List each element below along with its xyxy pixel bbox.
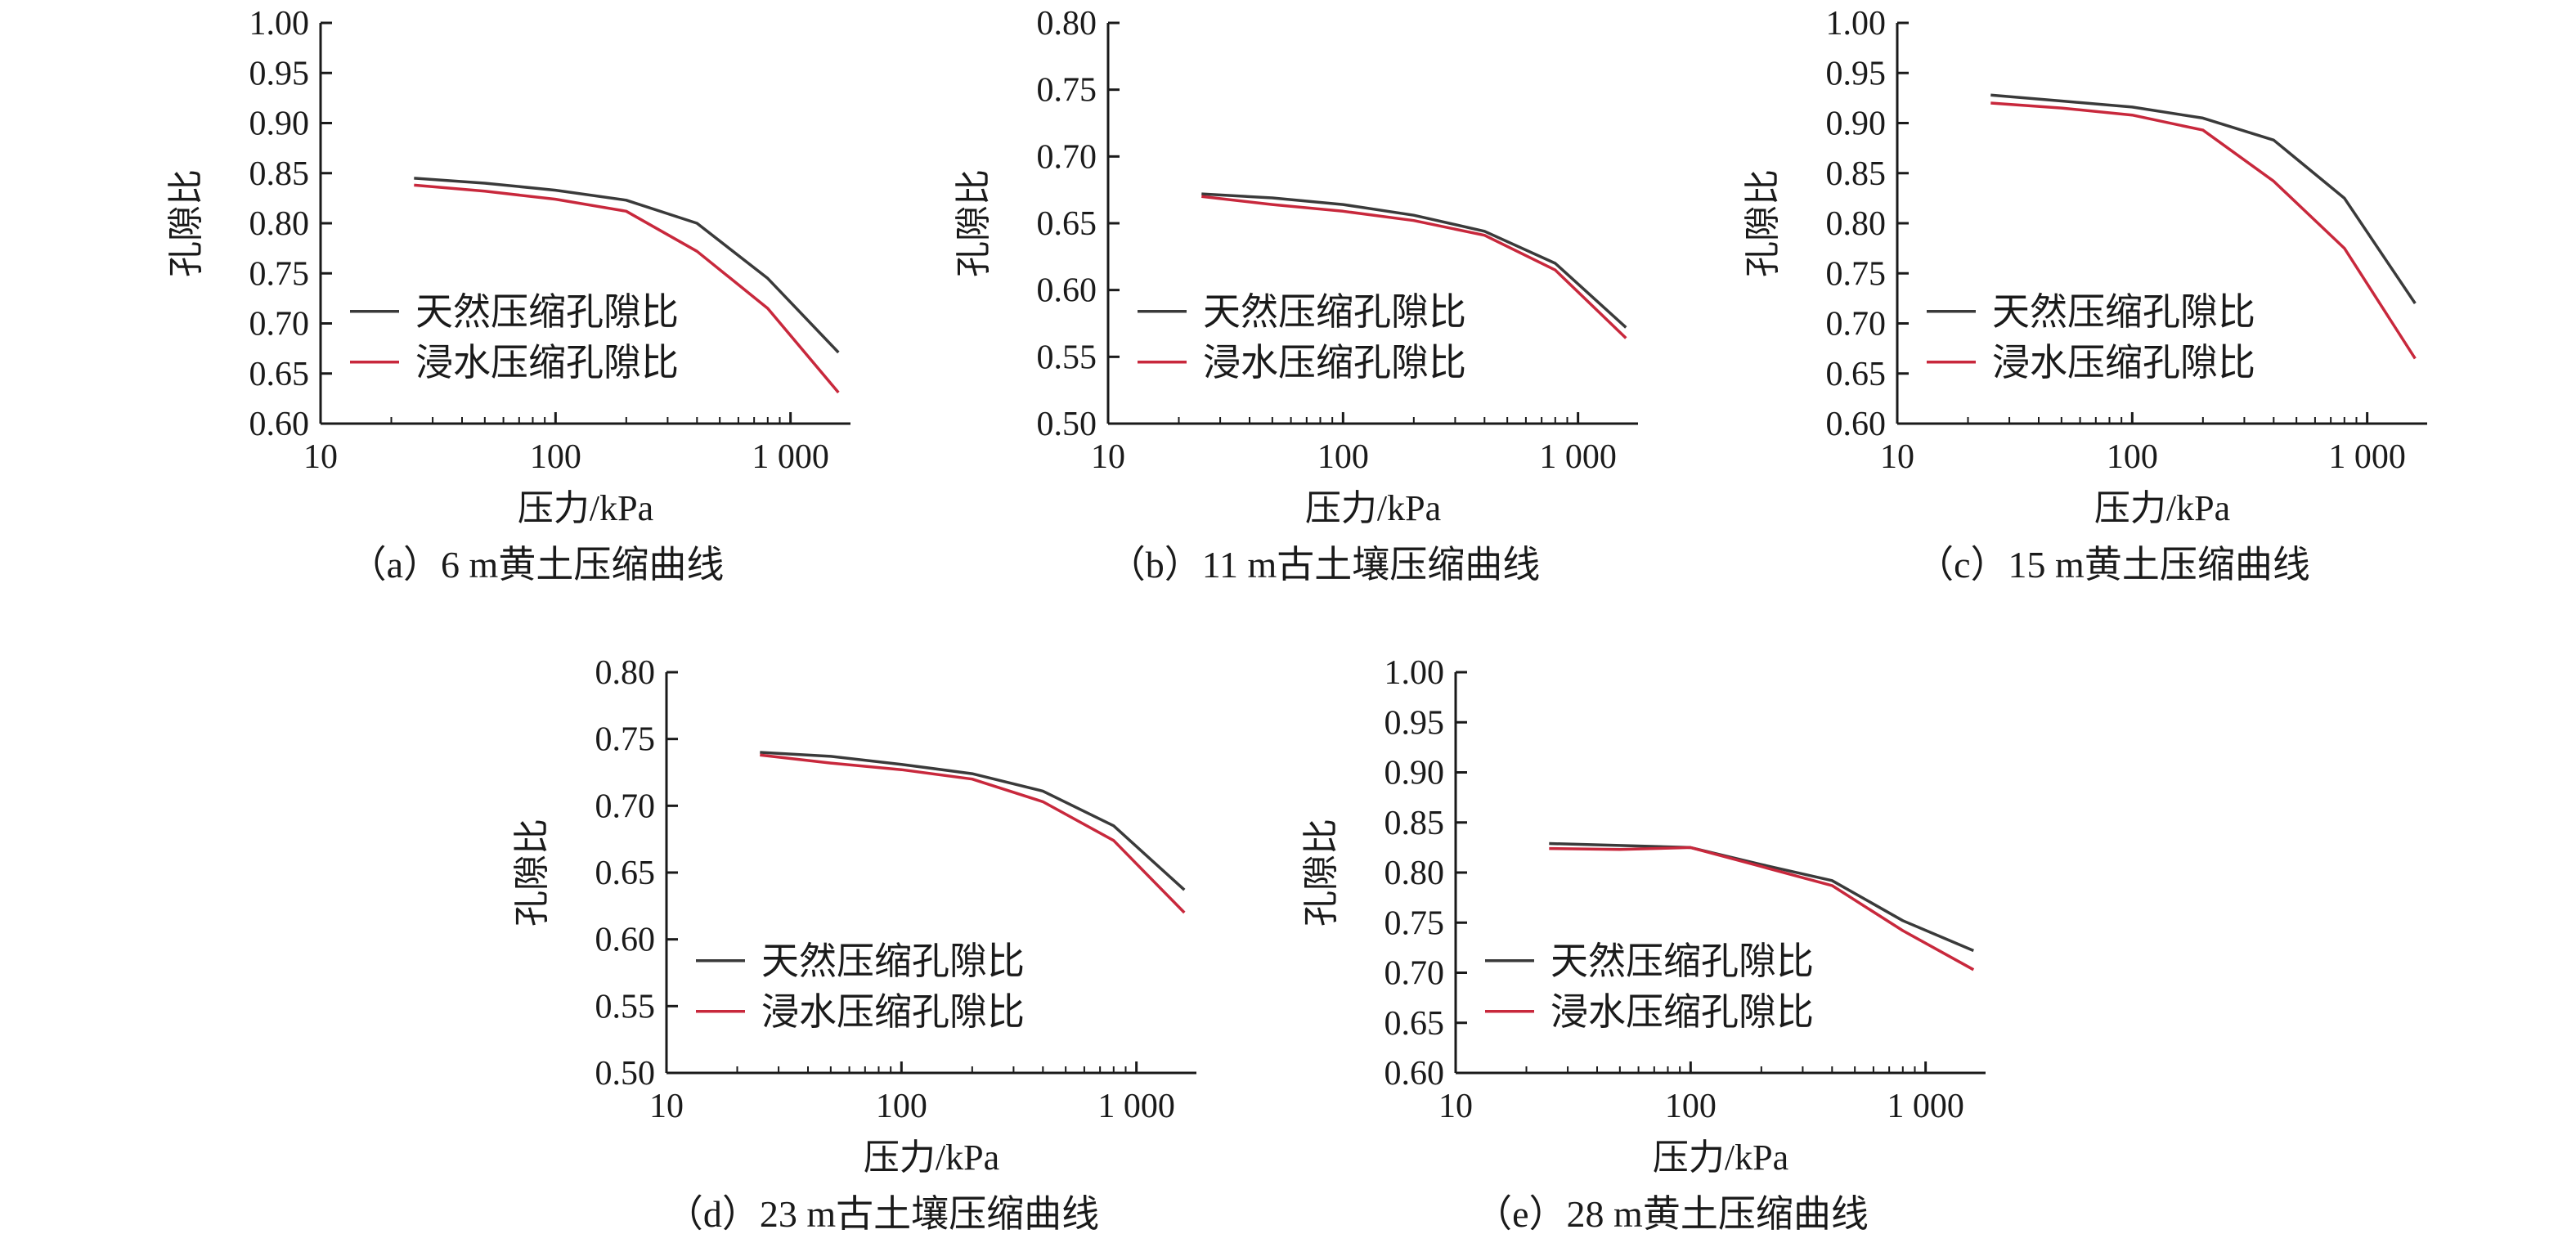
legend-label: 天然压缩孔隙比 [1203, 291, 1466, 333]
x-tick-label: 1 000 [2328, 438, 2406, 476]
x-tick-label: 10 [1091, 438, 1125, 476]
series-line-soaked [414, 183, 840, 394]
y-tick-label: 0.75 [1826, 255, 1887, 293]
legend-label: 天然压缩孔隙比 [761, 940, 1025, 982]
chart-panel-e: 0.60 0.65 0.70 0.75 0.80 0.85 0.90 0.95 1.00 10 10… [1301, 654, 1986, 1235]
y-tick-label: 0.75 [1384, 904, 1445, 942]
x-axis-title: 压力/kPa [518, 488, 653, 528]
y-tick-label: 0.80 [1037, 5, 1097, 43]
x-tick-label: 100 [2107, 438, 2158, 476]
x-tick-label: 10 [1438, 1088, 1473, 1125]
y-tick-label: 0.65 [1384, 1005, 1445, 1043]
x-tick-label: 10 [1880, 438, 1914, 476]
chart-caption: （d）23 m古土壤压缩曲线 [666, 1193, 1099, 1235]
y-tick-label: 0.70 [595, 788, 656, 825]
legend-label: 天然压缩孔隙比 [415, 291, 679, 333]
y-tick-label: 0.95 [1384, 704, 1445, 742]
series-line-soaked [1990, 101, 2417, 360]
legend-label: 浸水压缩孔隙比 [761, 991, 1025, 1033]
y-tick-label: 0.60 [1037, 272, 1097, 310]
chart-caption: （a）6 m黄土压缩曲线 [349, 544, 725, 586]
y-tick-label: 0.80 [249, 205, 310, 243]
y-tick-label: 0.55 [595, 988, 656, 1025]
series-line-natural [414, 177, 840, 354]
series-line-natural [1990, 93, 2417, 304]
y-tick-label: 0.85 [249, 155, 310, 193]
series-line-natural [1201, 192, 1627, 329]
x-tick-label: 1 000 [752, 438, 829, 476]
y-tick-label: 0.55 [1037, 339, 1097, 376]
x-tick-label: 1 000 [1097, 1088, 1175, 1125]
legend-label: 天然压缩孔隙比 [1992, 291, 2255, 333]
y-tick-label: 0.90 [249, 105, 310, 143]
chart-caption: （c）15 m黄土压缩曲线 [1916, 544, 2310, 586]
x-tick-label: 1 000 [1887, 1088, 1964, 1125]
x-tick-label: 100 [1665, 1088, 1717, 1125]
legend-label: 浸水压缩孔隙比 [415, 342, 679, 384]
y-tick-label: 0.70 [1037, 138, 1097, 176]
y-axis-title: 孔隙比 [1301, 819, 1341, 927]
x-tick-label: 10 [649, 1088, 684, 1125]
legend-label: 浸水压缩孔隙比 [1203, 342, 1466, 384]
x-axis-title: 压力/kPa [1305, 488, 1441, 528]
y-tick-label: 0.60 [249, 406, 310, 443]
chart-panel-b: 0.50 0.55 0.60 0.65 0.70 0.75 0.80 10 100 1 000 压力… [954, 5, 1638, 586]
series-line-natural [760, 751, 1186, 891]
y-tick-label: 0.50 [595, 1055, 656, 1093]
y-tick-label: 0.60 [1384, 1055, 1445, 1093]
y-tick-label: 0.65 [595, 855, 656, 892]
y-tick-label: 0.80 [595, 654, 656, 692]
x-axis-title: 压力/kPa [864, 1138, 999, 1178]
legend-label: 浸水压缩孔隙比 [1551, 991, 1814, 1033]
y-axis-title: 孔隙比 [1743, 169, 1783, 277]
y-tick-label: 0.65 [1826, 356, 1887, 393]
y-tick-label: 0.60 [595, 922, 656, 959]
y-tick-label: 0.80 [1826, 205, 1887, 243]
y-tick-label: 0.70 [1384, 955, 1445, 993]
y-tick-label: 0.75 [595, 721, 656, 759]
y-tick-label: 0.85 [1826, 155, 1887, 193]
y-tick-label: 0.95 [249, 55, 310, 92]
legend-label: 浸水压缩孔隙比 [1992, 342, 2255, 384]
series-line-soaked [760, 753, 1186, 914]
y-axis-title: 孔隙比 [512, 819, 552, 927]
y-tick-label: 0.70 [249, 306, 310, 343]
y-tick-label: 0.65 [1037, 205, 1097, 243]
y-axis-title: 孔隙比 [954, 169, 994, 277]
y-tick-label: 0.60 [1826, 406, 1887, 443]
x-tick-label: 1 000 [1539, 438, 1617, 476]
legend-label: 天然压缩孔隙比 [1551, 940, 1814, 982]
y-tick-label: 0.75 [1037, 72, 1097, 110]
x-tick-label: 100 [530, 438, 581, 476]
y-tick-label: 0.70 [1826, 306, 1887, 343]
x-tick-label: 100 [876, 1088, 927, 1125]
y-tick-label: 0.85 [1384, 805, 1445, 842]
chart-panel-d: 0.50 0.55 0.60 0.65 0.70 0.75 0.80 10 100 1 000 压力… [512, 654, 1196, 1235]
y-tick-label: 0.95 [1826, 55, 1887, 92]
y-tick-label: 1.00 [249, 5, 310, 43]
series-line-soaked [1201, 195, 1627, 339]
chart-panel-c: 0.60 0.65 0.70 0.75 0.80 0.85 0.90 0.95 1.00 10 10… [1743, 5, 2427, 586]
series-line-natural [1549, 841, 1974, 953]
y-tick-label: 0.50 [1037, 406, 1097, 443]
y-tick-label: 1.00 [1384, 654, 1445, 692]
chart-caption: （b）11 m古土壤压缩曲线 [1108, 544, 1541, 586]
x-axis-title: 压力/kPa [1653, 1138, 1788, 1178]
series-line-soaked [1549, 846, 1975, 972]
x-tick-label: 10 [303, 438, 338, 476]
y-axis-title: 孔隙比 [166, 169, 206, 277]
y-tick-label: 0.75 [249, 255, 310, 293]
y-tick-label: 0.65 [249, 356, 310, 393]
y-tick-label: 0.90 [1384, 755, 1445, 792]
x-tick-label: 100 [1317, 438, 1369, 476]
chart-panel-a: 0.60 0.65 0.70 0.75 0.80 0.85 0.90 0.95 1.00 10 10… [166, 5, 850, 586]
x-axis-title: 压力/kPa [2094, 488, 2230, 528]
y-tick-label: 0.80 [1384, 855, 1445, 892]
y-tick-label: 0.90 [1826, 105, 1887, 143]
y-tick-label: 1.00 [1826, 5, 1887, 43]
chart-caption: （e）28 m黄土压缩曲线 [1474, 1193, 1869, 1235]
